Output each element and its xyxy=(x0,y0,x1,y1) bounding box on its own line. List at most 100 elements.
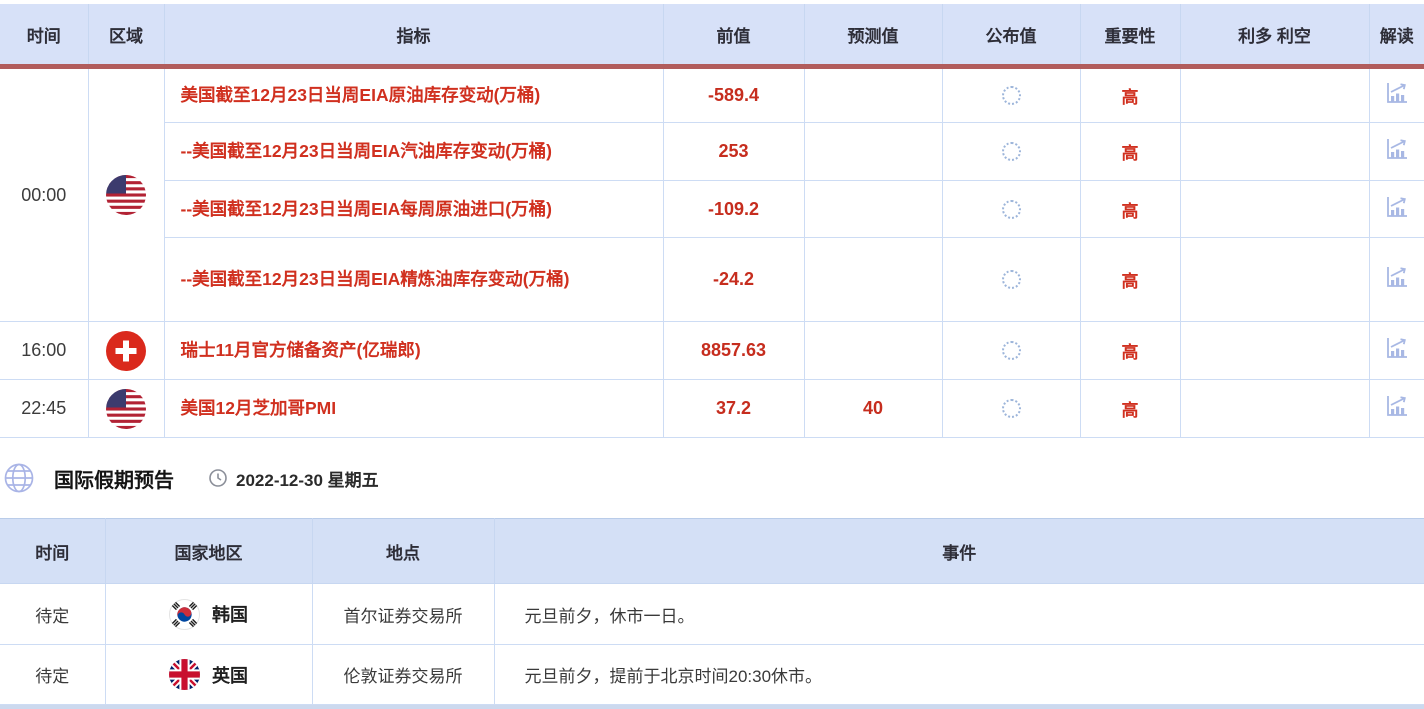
col-header-location: 地点 xyxy=(311,518,495,584)
indicator-label: --美国截至12月23日当周EIA精炼油库存变动(万桶) xyxy=(164,237,664,322)
bullish-bearish-cell xyxy=(1179,237,1370,322)
bullish-bearish-cell xyxy=(1179,122,1370,181)
location-cell: 首尔证券交易所 xyxy=(311,583,495,645)
south-korea-flag-icon xyxy=(169,598,200,630)
published-value-cell xyxy=(941,180,1081,238)
indicator-label: --美国截至12月23日当周EIA汽油库存变动(万桶) xyxy=(164,122,664,181)
calendar-header-row: 时间 区域 指标 前值 预测值 公布值 重要性 利多 利空 解读 xyxy=(0,4,1424,69)
col-header-analysis: 解读 xyxy=(1368,4,1424,69)
table-row: 16:00 瑞士11月官方储备资产(亿瑞郎) 8857.63 高 xyxy=(0,321,1424,380)
col-header-event: 事件 xyxy=(493,518,1424,584)
forecast-value: 40 xyxy=(803,379,943,438)
analysis-chart-icon[interactable] xyxy=(1384,80,1410,106)
col-header-bullish-bearish: 利多 利空 xyxy=(1179,4,1370,69)
indicator-label: 美国截至12月23日当周EIA原油库存变动(万桶) xyxy=(163,66,664,123)
importance-badge: 高 xyxy=(1079,379,1181,438)
forecast-value xyxy=(803,237,943,322)
col-header-region: 区域 xyxy=(87,4,165,69)
bullish-bearish-cell xyxy=(1179,379,1370,438)
published-value-cell xyxy=(941,237,1081,322)
bullish-bearish-cell xyxy=(1179,321,1370,380)
forecast-value xyxy=(803,122,943,181)
clock-icon xyxy=(208,468,228,488)
col-header-importance: 重要性 xyxy=(1079,4,1181,69)
economic-calendar-table: 时间 区域 指标 前值 预测值 公布值 重要性 利多 利空 解读 00:00 美… xyxy=(0,4,1424,438)
forecast-value xyxy=(803,66,943,123)
region-cell xyxy=(87,66,165,322)
col-header-previous: 前值 xyxy=(662,4,805,69)
published-value-cell xyxy=(941,66,1081,123)
analysis-cell xyxy=(1368,379,1424,438)
indicator-label: 瑞士11月官方储备资产(亿瑞郎) xyxy=(163,321,664,380)
loading-spinner-icon xyxy=(1001,399,1021,418)
event-cell: 元旦前夕，提前于北京时间20:30休市。 xyxy=(493,644,1424,705)
col-header-indicator: 指标 xyxy=(163,4,664,69)
time-cell: 待定 xyxy=(0,644,106,705)
importance-badge: 高 xyxy=(1079,122,1181,181)
col-header-time: 时间 xyxy=(0,4,89,69)
holiday-table: 时间 国家地区 地点 事件 待定 xyxy=(0,518,1424,705)
col-header-forecast: 预测值 xyxy=(803,4,943,69)
country-name: 韩国 xyxy=(212,605,248,625)
analysis-chart-icon[interactable] xyxy=(1384,393,1410,419)
published-value-cell xyxy=(941,321,1081,380)
country-name: 英国 xyxy=(212,665,248,686)
region-cell xyxy=(87,379,165,438)
holiday-section-title: 国际假期预告 xyxy=(54,469,174,492)
table-row: 00:00 美国截至12月23日当周EIA原油库存变动(万桶) -589.4 高 xyxy=(0,66,1424,322)
table-row: --美国截至12月23日当周EIA每周原油进口(万桶) -109.2 高 xyxy=(0,180,1424,238)
previous-value: -24.2 xyxy=(662,237,805,322)
time-cell: 22:45 xyxy=(0,379,89,438)
time-cell: 待定 xyxy=(0,583,106,645)
globe-icon xyxy=(4,463,34,493)
analysis-cell xyxy=(1368,237,1424,322)
analysis-cell xyxy=(1368,66,1424,123)
analysis-cell xyxy=(1368,321,1424,380)
published-value-cell xyxy=(941,122,1081,181)
col-header-country: 国家地区 xyxy=(104,518,313,584)
table-row: 22:45 美国12月芝加哥PMI 37.2 40 高 xyxy=(0,379,1424,438)
holiday-section-header: 国际假期预告 2022-12-30 星期五 xyxy=(0,438,1424,518)
previous-value: 37.2 xyxy=(662,379,805,438)
time-cell: 16:00 xyxy=(0,321,89,380)
holiday-date: 2022-12-30 星期五 xyxy=(236,470,379,490)
analysis-chart-icon[interactable] xyxy=(1384,335,1410,361)
bullish-bearish-cell xyxy=(1179,66,1370,123)
loading-spinner-icon xyxy=(1001,86,1021,105)
us-flag-icon xyxy=(106,388,146,429)
analysis-chart-icon[interactable] xyxy=(1384,136,1410,162)
loading-spinner-icon xyxy=(1001,199,1021,219)
swiss-flag-icon xyxy=(106,330,146,371)
us-flag-icon xyxy=(106,175,146,215)
importance-badge: 高 xyxy=(1079,237,1181,322)
holiday-header-row: 时间 国家地区 地点 事件 xyxy=(0,518,1424,584)
forecast-value xyxy=(803,321,943,380)
forecast-value xyxy=(803,180,943,238)
previous-value: 253 xyxy=(662,122,805,181)
bullish-bearish-cell xyxy=(1179,180,1370,238)
event-cell: 元旦前夕，休市一日。 xyxy=(493,583,1424,645)
holiday-row: 待定 英国 xyxy=(0,644,1424,705)
analysis-chart-icon[interactable] xyxy=(1384,264,1410,290)
previous-value: 8857.63 xyxy=(662,321,805,380)
col-header-published: 公布值 xyxy=(941,4,1081,69)
country-cell: 韩国 xyxy=(104,583,313,645)
uk-flag-icon xyxy=(169,659,200,690)
region-cell xyxy=(87,321,165,380)
previous-value: -109.2 xyxy=(662,180,805,238)
loading-spinner-icon xyxy=(1001,341,1021,360)
importance-badge: 高 xyxy=(1079,180,1181,238)
importance-badge: 高 xyxy=(1079,321,1181,380)
importance-badge: 高 xyxy=(1079,66,1181,123)
col-header-time: 时间 xyxy=(0,518,106,584)
country-cell: 英国 xyxy=(104,644,313,705)
next-section-edge xyxy=(0,705,1424,709)
published-value-cell xyxy=(941,379,1081,438)
analysis-cell xyxy=(1368,122,1424,181)
loading-spinner-icon xyxy=(1001,142,1021,161)
indicator-label: 美国12月芝加哥PMI xyxy=(163,379,664,438)
analysis-chart-icon[interactable] xyxy=(1384,194,1410,220)
location-cell: 伦敦证券交易所 xyxy=(311,644,495,705)
loading-spinner-icon xyxy=(1001,270,1021,289)
